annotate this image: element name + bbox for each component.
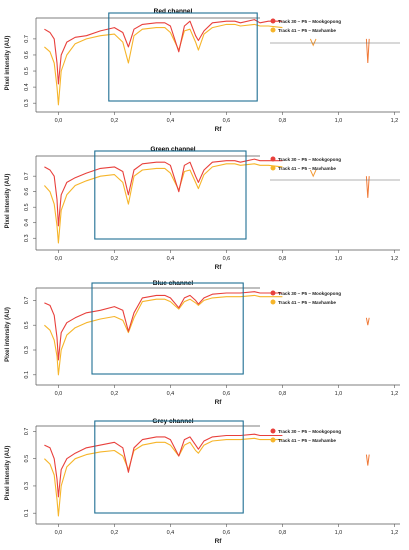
legend-label: Track 41 – P5 – Mavhambe xyxy=(278,28,336,33)
x-tick-label: 1,2 xyxy=(391,118,399,124)
y-tick-label: 0.7 xyxy=(24,428,30,436)
legend-marker xyxy=(270,437,276,443)
y-tick-label: 0.5 xyxy=(24,321,30,329)
x-tick-label: 0,8 xyxy=(279,391,287,397)
x-tick-label: 0,0 xyxy=(55,391,63,397)
legend-label: Track 30 – P5 – Mookgopong xyxy=(278,19,341,24)
x-tick-label: 0,6 xyxy=(223,530,231,536)
legend-label: Track 41 – P5 – Mavhambe xyxy=(278,300,336,305)
chart-title: Red channel xyxy=(154,8,193,15)
series-fragment xyxy=(365,454,370,466)
legend-marker xyxy=(270,428,276,434)
legend-marker xyxy=(270,299,276,305)
x-tick-label: 0,4 xyxy=(167,118,175,124)
y-tick-label: 0.1 xyxy=(24,371,30,379)
highlight-box xyxy=(91,282,244,375)
y-tick-label: 0.7 xyxy=(24,35,30,43)
highlight-box xyxy=(94,150,247,240)
y-axis-label: Pixel intensity (AU) xyxy=(5,307,11,362)
series-fragment xyxy=(309,169,317,178)
x-tick-label: 1,2 xyxy=(391,530,399,536)
x-tick-label: 0,2 xyxy=(111,256,119,262)
y-tick-label: 0.6 xyxy=(24,188,30,196)
y-tick-label: 0.6 xyxy=(24,51,30,59)
y-tick-label: 0.4 xyxy=(24,219,30,227)
x-tick-label: 1,0 xyxy=(335,118,343,124)
x-tick-label: 0,8 xyxy=(279,530,287,536)
x-tick-label: 0,0 xyxy=(55,118,63,124)
x-tick-label: 0,4 xyxy=(167,256,175,262)
series-line xyxy=(44,437,283,517)
y-tick-label: 0.7 xyxy=(24,297,30,305)
x-tick-label: 0,2 xyxy=(111,530,119,536)
y-tick-label: 0.5 xyxy=(24,67,30,75)
legend-label: Track 30 – P5 – Mookgopong xyxy=(278,429,341,434)
x-tick-label: 0,0 xyxy=(55,530,63,536)
chart-title: Green channel xyxy=(150,146,195,153)
series-fragment xyxy=(365,176,370,198)
series-fragment xyxy=(365,317,370,326)
legend-label: Track 30 – P5 – Mookgopong xyxy=(278,291,341,296)
x-tick-label: 1,2 xyxy=(391,391,399,397)
y-tick-label: 0.1 xyxy=(24,509,30,517)
x-tick-label: 0,4 xyxy=(167,391,175,397)
legend-marker xyxy=(270,18,276,24)
x-tick-label: 0,2 xyxy=(111,391,119,397)
y-axis-label: Pixel intensity (AU) xyxy=(5,36,11,91)
y-axis-label: Pixel intensity (AU) xyxy=(5,174,11,229)
legend-marker xyxy=(270,156,276,162)
series-fragment xyxy=(365,38,370,64)
legend-marker xyxy=(270,27,276,33)
y-tick-label: 0.3 xyxy=(24,99,30,107)
x-tick-label: 0,6 xyxy=(223,118,231,124)
series-line xyxy=(44,433,283,498)
y-tick-label: 0.7 xyxy=(24,172,30,180)
x-axis-label: Rf xyxy=(215,399,223,406)
x-tick-label: 0,6 xyxy=(223,391,231,397)
series-line xyxy=(43,163,283,244)
chart-panel-1: Red channel 0.3 0.4 0.5 0.6 0.7 Pixel intensit… xyxy=(5,8,400,133)
x-tick-label: 0,8 xyxy=(279,256,287,262)
x-axis-label: Rf xyxy=(215,126,223,133)
x-tick-label: 0,2 xyxy=(111,118,119,124)
legend-marker xyxy=(270,165,276,171)
legend-label: Track 41 – P5 – Mavhambe xyxy=(278,438,336,443)
x-tick-label: 1,0 xyxy=(335,256,343,262)
y-tick-label: 0.5 xyxy=(24,455,30,463)
highlight-box xyxy=(108,12,258,102)
legend-label: Track 41 – P5 – Mavhambe xyxy=(278,166,336,171)
y-tick-label: 0.3 xyxy=(24,482,30,490)
x-tick-label: 0,4 xyxy=(167,530,175,536)
series-line xyxy=(44,23,283,106)
y-tick-label: 0.4 xyxy=(24,83,30,91)
series-fragment xyxy=(309,38,317,47)
y-tick-label: 0.5 xyxy=(24,203,30,211)
series-line xyxy=(44,158,283,227)
y-tick-label: 0.3 xyxy=(24,346,30,354)
x-tick-label: 1,0 xyxy=(335,530,343,536)
series-line xyxy=(44,291,283,361)
legend-marker xyxy=(270,290,276,296)
x-axis-label: Rf xyxy=(215,264,223,271)
highlight-box xyxy=(94,420,244,514)
x-axis-label: Rf xyxy=(215,538,223,545)
x-tick-label: 1,2 xyxy=(391,256,399,262)
y-axis-label: Pixel intensity (AU) xyxy=(5,446,11,501)
x-tick-label: 1,0 xyxy=(335,391,343,397)
chart-panel-2: Green channel 0.3 0.4 0.5 0.6 0.7 Pixel intens… xyxy=(5,146,400,271)
legend-label: Track 30 – P5 – Mookgopong xyxy=(278,157,341,162)
series-line xyxy=(44,19,283,85)
x-tick-label: 0,6 xyxy=(223,256,231,262)
series-line xyxy=(44,294,283,376)
x-tick-label: 0,8 xyxy=(279,118,287,124)
x-tick-label: 0,0 xyxy=(55,256,63,262)
y-tick-label: 0.3 xyxy=(24,234,30,242)
